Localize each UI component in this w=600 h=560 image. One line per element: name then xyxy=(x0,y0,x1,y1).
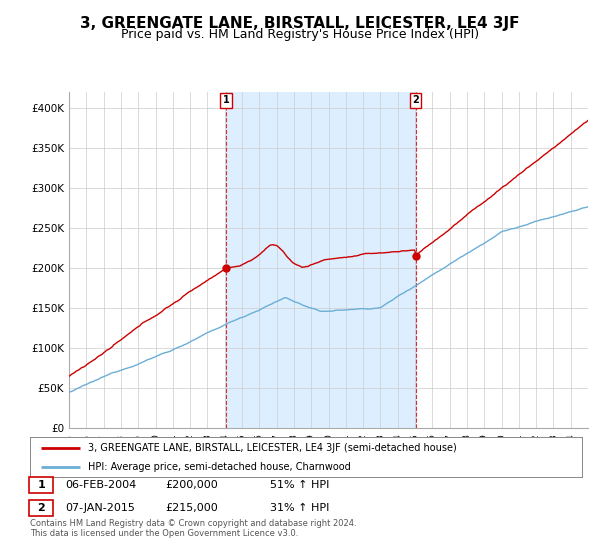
Text: Price paid vs. HM Land Registry's House Price Index (HPI): Price paid vs. HM Land Registry's House … xyxy=(121,28,479,41)
Bar xyxy=(226,92,416,428)
Text: £215,000: £215,000 xyxy=(165,503,218,513)
Text: HPI: Average price, semi-detached house, Charnwood: HPI: Average price, semi-detached house,… xyxy=(88,462,351,472)
Text: 51% ↑ HPI: 51% ↑ HPI xyxy=(270,480,329,490)
Text: 2: 2 xyxy=(38,503,45,513)
Text: 07-JAN-2015: 07-JAN-2015 xyxy=(65,503,134,513)
Text: 3, GREENGATE LANE, BIRSTALL, LEICESTER, LE4 3JF (semi-detached house): 3, GREENGATE LANE, BIRSTALL, LEICESTER, … xyxy=(88,443,457,452)
Text: Contains HM Land Registry data © Crown copyright and database right 2024.: Contains HM Land Registry data © Crown c… xyxy=(30,519,356,528)
Text: 2: 2 xyxy=(412,95,419,105)
Text: 1: 1 xyxy=(38,480,45,490)
Text: This data is licensed under the Open Government Licence v3.0.: This data is licensed under the Open Gov… xyxy=(30,529,298,538)
Text: 1: 1 xyxy=(223,95,229,105)
Text: £200,000: £200,000 xyxy=(165,480,218,490)
Text: 31% ↑ HPI: 31% ↑ HPI xyxy=(270,503,329,513)
Text: 06-FEB-2004: 06-FEB-2004 xyxy=(65,480,136,490)
Text: 3, GREENGATE LANE, BIRSTALL, LEICESTER, LE4 3JF: 3, GREENGATE LANE, BIRSTALL, LEICESTER, … xyxy=(80,16,520,31)
